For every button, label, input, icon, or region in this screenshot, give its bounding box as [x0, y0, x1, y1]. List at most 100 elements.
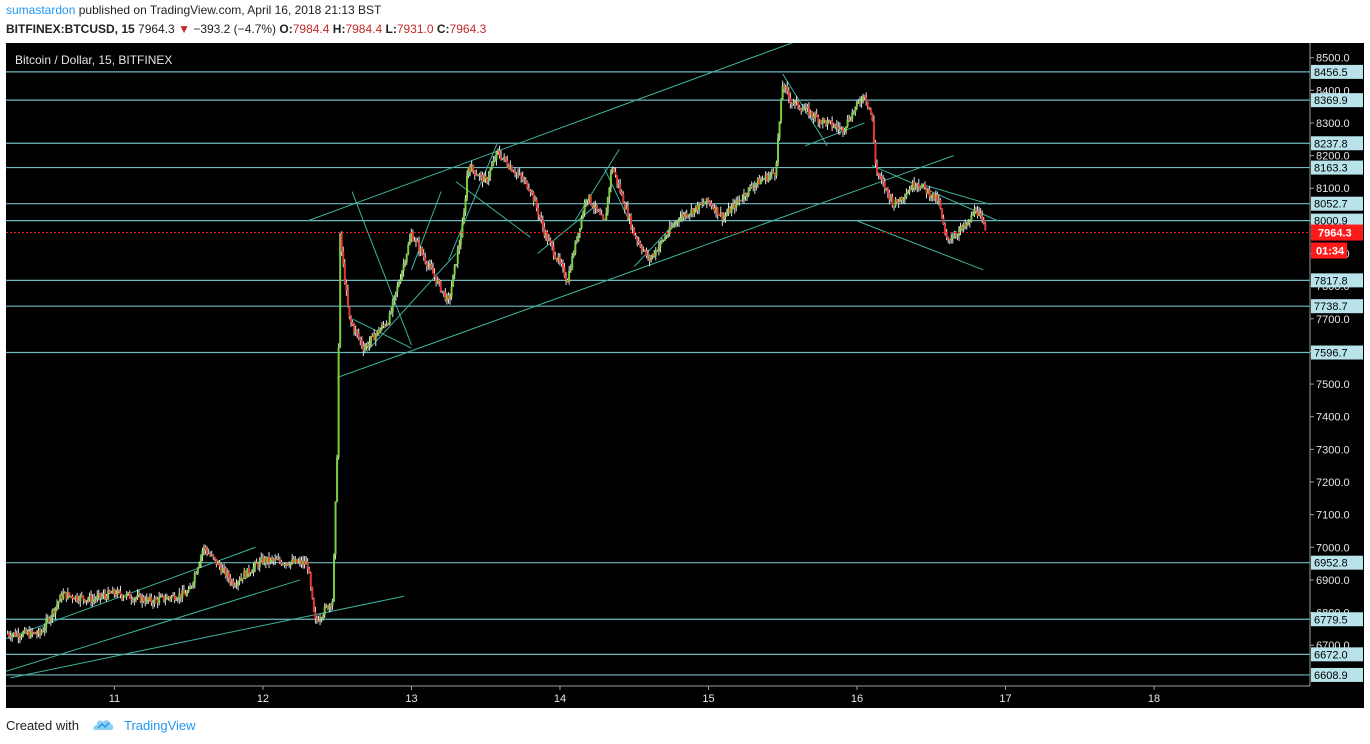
- candle-body: [481, 174, 484, 183]
- candle-body: [950, 238, 953, 241]
- candle-body: [345, 283, 348, 291]
- candle-body: [739, 199, 742, 201]
- candle-body: [917, 184, 920, 187]
- candle-body: [176, 598, 179, 600]
- candle-body: [665, 236, 668, 238]
- candle-body: [421, 248, 424, 255]
- candle-body: [837, 127, 840, 130]
- candle-body: [885, 187, 888, 189]
- low-value: 7931.0: [396, 22, 434, 36]
- candle-body: [476, 175, 479, 177]
- candle-body: [651, 253, 654, 258]
- candle-body: [156, 599, 159, 603]
- trendline: [574, 148, 620, 222]
- candle-body: [826, 120, 829, 126]
- candle-body: [832, 126, 835, 128]
- candle-body: [158, 597, 161, 603]
- candle-body: [453, 265, 456, 275]
- candle-body: [835, 125, 838, 128]
- tradingview-link[interactable]: TradingView: [124, 718, 196, 733]
- candle-body: [447, 295, 450, 299]
- candle-body: [855, 101, 858, 107]
- candle-body: [43, 627, 46, 631]
- candle-body: [558, 256, 561, 263]
- candle-body: [108, 590, 111, 593]
- tradingview-cloud-icon: [91, 718, 115, 735]
- trendline: [10, 595, 405, 679]
- candle-body: [46, 618, 49, 620]
- candle-body: [226, 572, 229, 577]
- candle-body: [269, 558, 272, 563]
- x-tick-label: 16: [851, 693, 863, 705]
- level-tag-label: 8456.5: [1314, 67, 1348, 79]
- candle-body: [489, 169, 492, 177]
- candle-body: [515, 173, 518, 175]
- candle-body: [204, 546, 207, 551]
- candle-body: [551, 242, 554, 247]
- candle-body: [128, 592, 131, 599]
- candle-body: [353, 325, 356, 332]
- candle-body: [105, 596, 108, 600]
- candle-body: [676, 221, 679, 223]
- level-tag: [1311, 612, 1363, 627]
- candle-body: [52, 610, 55, 614]
- level-tag: [1311, 160, 1363, 175]
- candle-body: [258, 560, 261, 568]
- candle-body: [472, 165, 475, 171]
- candle-body: [575, 240, 578, 242]
- candle-body: [23, 629, 26, 633]
- candle-body: [543, 227, 546, 236]
- candle-body: [142, 597, 145, 602]
- candle-body: [643, 250, 646, 252]
- author-link[interactable]: sumastardon: [6, 3, 76, 17]
- candle-body: [721, 212, 724, 221]
- candle-body: [959, 226, 962, 231]
- candle-body: [408, 239, 411, 245]
- trendline: [856, 220, 984, 271]
- candle-body: [459, 237, 462, 245]
- price-chart[interactable]: 6700.06800.06900.07000.07100.07200.07300…: [6, 43, 1364, 708]
- plot-background: [6, 43, 1310, 686]
- candle-body: [659, 241, 662, 247]
- candle-body: [308, 568, 311, 574]
- candle-body: [14, 632, 17, 637]
- candle-body: [349, 317, 352, 322]
- candle-body: [133, 598, 136, 602]
- candle-body: [271, 558, 274, 560]
- candle-body: [868, 106, 871, 109]
- x-tick-label: 17: [999, 693, 1011, 705]
- candle-body: [893, 205, 896, 207]
- candle-body: [102, 594, 105, 597]
- candle-body: [280, 561, 283, 565]
- candle-body: [583, 202, 586, 213]
- candle-body: [298, 560, 301, 562]
- candle-body: [439, 281, 442, 292]
- candle-body: [151, 602, 154, 605]
- candle-body: [922, 183, 925, 186]
- candle-body: [798, 107, 801, 110]
- candle-body: [203, 546, 206, 551]
- candle-body: [673, 224, 676, 226]
- trendline: [351, 318, 412, 349]
- candle-body: [104, 594, 107, 597]
- candle-body: [60, 595, 63, 599]
- candle-body: [394, 291, 397, 296]
- candle-body: [897, 201, 900, 203]
- level-tag-label: 7817.8: [1314, 275, 1348, 287]
- candle-body: [716, 207, 719, 216]
- candle-body: [192, 582, 195, 586]
- candle-body: [300, 560, 303, 565]
- candle-body: [860, 101, 863, 103]
- candle-body: [122, 597, 125, 599]
- candle-body: [186, 592, 189, 596]
- candle-body: [944, 224, 947, 234]
- time-axis[interactable]: 11 12 13 14 15 16 17 18: [109, 686, 1160, 705]
- candle-body: [674, 221, 677, 225]
- candle-body: [452, 274, 455, 287]
- candle-body: [795, 100, 798, 102]
- candle-body: [586, 199, 589, 201]
- level-tag-label: 8237.8: [1314, 138, 1348, 150]
- candle-body: [241, 577, 244, 580]
- candle-body: [371, 334, 374, 337]
- candle-body: [297, 561, 300, 563]
